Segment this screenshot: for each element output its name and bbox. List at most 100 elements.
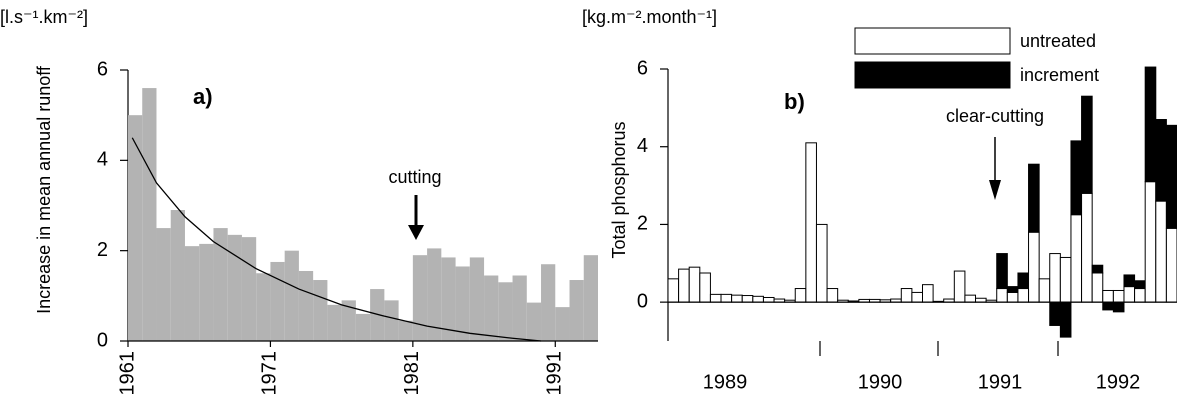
bar [526,302,542,341]
bar-untreated [922,284,934,303]
bar-untreated [731,294,743,303]
bar-untreated [1165,227,1177,303]
trend-line [131,137,542,342]
bar-increment [1123,274,1136,288]
legend-label: increment [1020,65,1099,85]
panel-label: a) [193,84,213,109]
bar-untreated [699,272,711,303]
bar [284,250,299,341]
annotation: clear-cutting [946,106,1044,126]
bar [170,210,185,341]
arrow-head [408,225,424,240]
legend-swatch [854,27,1011,55]
unit-label: [kg.m⁻².month⁻¹] [582,7,717,27]
bar [341,300,356,341]
x-tick-label: 1981 [401,351,423,396]
bar [298,270,314,341]
bar-untreated [815,223,828,303]
bar-untreated [805,142,817,303]
bar [583,255,598,341]
bar [384,300,399,341]
bar-untreated [1155,200,1167,303]
bar-increment [1070,140,1083,216]
legend-label: untreated [1020,31,1096,51]
bar-increment [1028,163,1040,233]
bar-untreated [1081,192,1093,303]
bar-untreated [1059,256,1072,303]
unit-label: [l.s⁻¹.km⁻²] [0,7,88,27]
bar-untreated [1070,214,1083,303]
bar-increment [1049,301,1061,326]
bar-untreated [762,296,775,303]
bar [541,264,556,341]
bar-untreated [720,293,733,303]
bar-increment [1112,301,1125,313]
bar [498,282,513,341]
bar-untreated [1049,253,1061,303]
bar [427,248,442,341]
bar-untreated [678,268,690,303]
bar [455,266,470,341]
bar-increment [1155,119,1167,202]
bar-untreated [911,291,923,303]
bar-untreated [688,266,701,303]
y-tick-label: 0 [637,290,648,312]
bar-untreated [1134,288,1146,303]
bar-untreated [900,288,913,303]
bar [555,307,570,341]
bar-untreated [1123,286,1136,303]
bar [270,261,285,341]
bar [370,289,385,341]
bar-untreated [964,294,977,303]
bar-untreated [667,278,680,303]
bar [142,88,157,341]
y-axis-label: Total phosphorus [609,121,629,258]
legend-swatch [854,61,1011,89]
bar-untreated [1017,288,1030,303]
x-group-label: 1991 [978,371,1023,393]
x-group-label: 1990 [858,371,903,393]
y-tick-label: 6 [97,58,108,80]
x-group-label: 1992 [1096,371,1141,393]
x-group-label: 1989 [703,371,748,393]
y-axis-label: Increase in mean annual runoff [34,65,54,314]
bar [484,275,499,341]
arrow-head [989,180,1001,200]
bar [241,237,257,341]
bar [313,280,328,341]
bar [256,273,271,341]
bar-increment [996,253,1008,290]
bar [128,115,143,342]
y-tick-label: 2 [637,213,648,235]
annotation: cutting [388,167,441,187]
bar-increment [1134,280,1146,290]
bar [327,304,342,341]
bar [398,320,413,341]
bar-increment [1059,301,1072,338]
bar [569,280,584,341]
bar-untreated [741,295,754,303]
panel-label: b) [784,89,805,114]
x-tick-label: 1961 [116,351,138,396]
x-tick-label: 1991 [544,351,566,396]
bar-untreated [996,288,1008,303]
bar-increment [1144,66,1157,183]
y-tick-label: 4 [97,149,108,171]
bar-untreated [1028,231,1040,303]
bar-untreated [1144,181,1157,303]
bar-increment [1006,286,1019,293]
y-tick-label: 4 [637,135,648,157]
x-tick-label: 1971 [259,351,281,396]
bar-increment [1081,95,1093,194]
bar-increment [1102,301,1114,311]
y-tick-label: 6 [637,57,648,79]
bar-increment [1165,124,1177,229]
bar-untreated [1102,289,1114,303]
bar-untreated [1112,289,1125,303]
bar-untreated [752,295,764,303]
bar [512,275,527,341]
bar-untreated [826,288,839,303]
bar [213,228,228,341]
bar [355,313,371,341]
bar-untreated [1006,291,1019,303]
